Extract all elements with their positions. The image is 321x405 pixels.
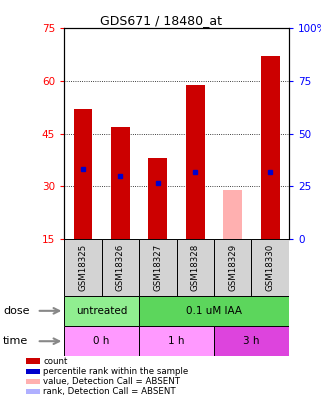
Bar	[223, 190, 242, 239]
Bar	[214, 239, 251, 296]
Text: time: time	[3, 336, 29, 346]
Text: GSM18327: GSM18327	[153, 244, 162, 291]
Bar	[64, 296, 139, 326]
Text: 1 h: 1 h	[168, 336, 185, 346]
Text: 0 h: 0 h	[93, 336, 110, 346]
Bar	[64, 326, 139, 356]
Bar	[111, 127, 130, 239]
Text: 0.1 uM IAA: 0.1 uM IAA	[186, 306, 242, 316]
Text: 3 h: 3 h	[243, 336, 260, 346]
Bar	[261, 56, 280, 239]
Text: GSM18329: GSM18329	[228, 244, 237, 291]
Bar	[139, 239, 177, 296]
Text: GSM18326: GSM18326	[116, 244, 125, 291]
Text: untreated: untreated	[76, 306, 127, 316]
Text: GSM18330: GSM18330	[266, 244, 275, 291]
Bar	[251, 239, 289, 296]
Text: dose: dose	[3, 306, 30, 315]
Bar	[214, 326, 289, 356]
Text: GSM18328: GSM18328	[191, 244, 200, 291]
Bar	[64, 239, 102, 296]
Bar	[186, 85, 204, 239]
Bar	[74, 109, 92, 239]
Text: value, Detection Call = ABSENT: value, Detection Call = ABSENT	[43, 377, 180, 386]
Text: GSM18325: GSM18325	[78, 244, 87, 291]
Bar	[139, 326, 214, 356]
Text: rank, Detection Call = ABSENT: rank, Detection Call = ABSENT	[43, 387, 176, 396]
Text: count: count	[43, 357, 68, 366]
Bar	[148, 158, 167, 239]
Bar	[102, 239, 139, 296]
Bar	[139, 296, 289, 326]
Text: GDS671 / 18480_at: GDS671 / 18480_at	[100, 14, 221, 27]
Bar	[177, 239, 214, 296]
Text: percentile rank within the sample: percentile rank within the sample	[43, 367, 188, 376]
